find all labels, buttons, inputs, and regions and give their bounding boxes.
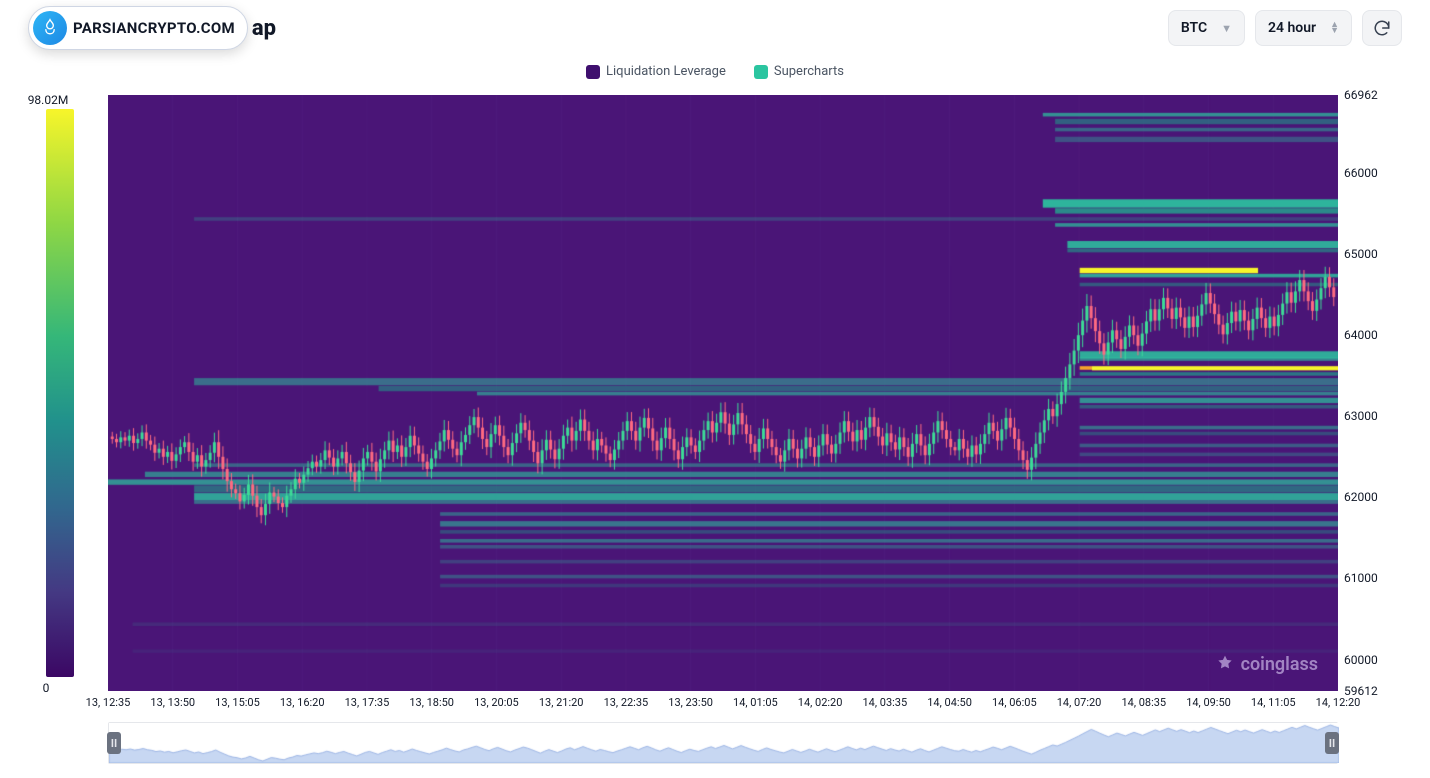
header-controls: BTC ▼ 24 hour ▲▼ — [1168, 10, 1402, 46]
logo-badge[interactable]: PARSIANCRYPTO.COM — [28, 6, 248, 50]
brush-canvas — [109, 723, 1339, 763]
y-axis-tick: 62000 — [1344, 490, 1378, 504]
overview-brush[interactable] — [108, 722, 1338, 764]
brush-handle-right[interactable] — [1325, 732, 1339, 754]
x-axis-tick: 13, 20:05 — [474, 696, 519, 709]
colorbar-min-label: 0 — [36, 681, 56, 695]
y-axis-tick: 60000 — [1344, 653, 1378, 667]
x-axis-tick: 14, 09:50 — [1186, 696, 1231, 709]
asset-select[interactable]: BTC ▼ — [1168, 10, 1245, 46]
range-select-value: 24 hour — [1268, 20, 1316, 36]
price-canvas — [108, 95, 1338, 691]
x-axis-tick: 14, 01:05 — [733, 696, 778, 709]
x-axis-tick: 13, 15:05 — [215, 696, 260, 709]
colorbar-gradient — [46, 109, 74, 677]
page-title-suffix: ap — [252, 16, 276, 41]
range-select[interactable]: 24 hour ▲▼ — [1255, 10, 1352, 46]
x-axis-tick: 13, 23:50 — [668, 696, 713, 709]
refresh-button[interactable] — [1362, 10, 1402, 46]
y-axis-tick: 66962 — [1344, 88, 1378, 102]
x-axis-tick: 14, 04:50 — [927, 696, 972, 709]
x-axis-tick: 14, 02:20 — [798, 696, 843, 709]
legend-item[interactable]: Supercharts — [754, 64, 844, 79]
x-axis-tick: 13, 13:50 — [150, 696, 195, 709]
y-axis-tick: 61000 — [1344, 571, 1378, 585]
x-axis-tick: 13, 22:35 — [604, 696, 649, 709]
x-axis-tick: 14, 08:35 — [1121, 696, 1166, 709]
x-axis-tick: 14, 12:20 — [1316, 696, 1361, 709]
chart-area[interactable]: coinglass — [108, 95, 1338, 691]
chart-legend: Liquidation Leverage Supercharts — [0, 64, 1430, 79]
y-axis-tick: 66000 — [1344, 166, 1378, 180]
x-axis-tick: 13, 16:20 — [280, 696, 325, 709]
legend-item[interactable]: Liquidation Leverage — [586, 64, 726, 79]
x-axis-tick: 14, 11:05 — [1251, 696, 1296, 709]
x-axis-tick: 14, 07:20 — [1057, 696, 1102, 709]
logo-icon — [33, 11, 67, 45]
legend-swatch — [586, 65, 600, 79]
colorbar: 98.02M 0 — [46, 95, 74, 691]
y-axis-tick: 63000 — [1344, 409, 1378, 423]
legend-swatch — [754, 65, 768, 79]
y-axis: 6696266000650006400063000620006100060000… — [1344, 95, 1404, 691]
y-axis-tick: 65000 — [1344, 247, 1378, 261]
legend-label: Supercharts — [774, 64, 844, 79]
x-axis-tick: 13, 17:35 — [345, 696, 390, 709]
x-axis-tick: 13, 18:50 — [409, 696, 454, 709]
chevron-down-icon: ▼ — [1221, 22, 1232, 35]
logo-wrap: PARSIANCRYPTO.COM ap — [28, 6, 276, 50]
brush-handle-left[interactable] — [107, 732, 121, 754]
x-axis-tick: 13, 12:35 — [86, 696, 131, 709]
x-axis-tick: 14, 03:35 — [863, 696, 908, 709]
x-axis-tick: 13, 21:20 — [539, 696, 584, 709]
logo-text: PARSIANCRYPTO.COM — [73, 19, 235, 37]
asset-select-value: BTC — [1181, 20, 1207, 36]
stepper-icon: ▲▼ — [1330, 22, 1339, 34]
legend-label: Liquidation Leverage — [606, 64, 726, 79]
y-axis-tick: 64000 — [1344, 328, 1378, 342]
x-axis-tick: 14, 06:05 — [992, 696, 1037, 709]
colorbar-max-label: 98.02M — [18, 93, 78, 107]
x-axis: 13, 12:3513, 13:5013, 15:0513, 16:2013, … — [108, 696, 1338, 714]
header: PARSIANCRYPTO.COM ap BTC ▼ 24 hour ▲▼ — [0, 0, 1430, 56]
